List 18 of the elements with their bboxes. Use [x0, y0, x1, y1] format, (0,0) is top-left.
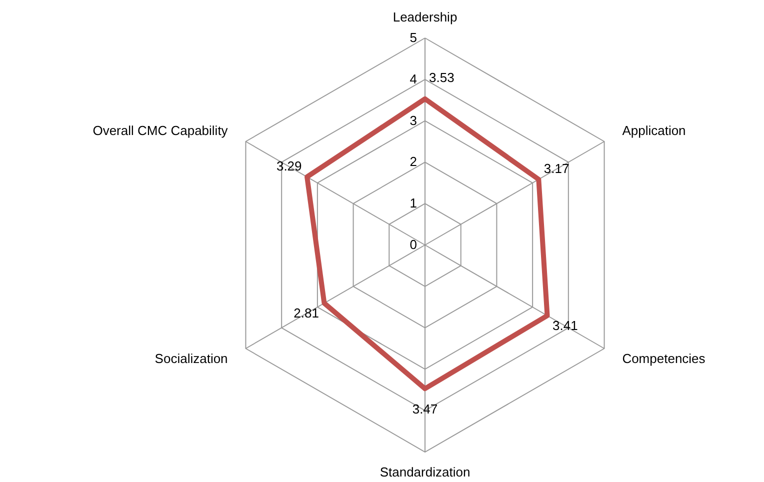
y-tick-label: 2 [410, 154, 417, 170]
data-label: 3.41 [552, 318, 578, 333]
data-label: 2.81 [294, 306, 319, 321]
spoke-label: Application [622, 123, 686, 138]
spoke-label: Socialization [154, 350, 228, 366]
y-tick-label: 5 [410, 30, 417, 45]
spoke-label: Competencies [622, 350, 706, 366]
data-label: 3.47 [412, 401, 438, 416]
data-label: 3.53 [429, 70, 454, 86]
y-tick-label: 1 [410, 196, 417, 211]
y-tick-label: 0 [410, 237, 417, 252]
spoke-label: Standardization [380, 464, 470, 480]
y-tick-label: 3 [410, 112, 417, 128]
spoke-label: Leadership [392, 9, 458, 24]
spoke-label: Overall CMC Capability [92, 123, 228, 138]
data-label: 3.17 [544, 161, 570, 176]
y-tick-label: 4 [410, 71, 417, 86]
data-label: 3.29 [276, 158, 302, 174]
